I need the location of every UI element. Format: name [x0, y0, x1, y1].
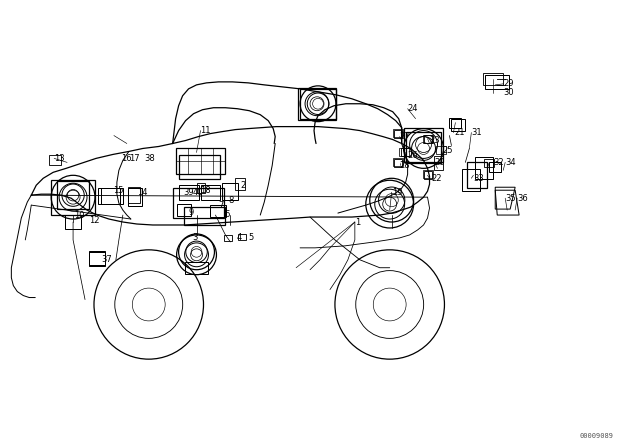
Bar [177, 204, 191, 216]
Bar [394, 129, 402, 138]
Bar [404, 128, 444, 162]
Bar [65, 215, 81, 229]
Text: 25: 25 [442, 146, 453, 155]
Text: 22: 22 [431, 174, 442, 183]
Text: 10: 10 [74, 211, 84, 220]
Text: 36: 36 [517, 194, 528, 202]
Bar [393, 129, 403, 137]
Bar [449, 118, 461, 128]
Text: 3: 3 [193, 233, 198, 242]
Text: 1: 1 [355, 218, 360, 227]
Text: 32: 32 [493, 158, 504, 167]
Bar [300, 89, 336, 119]
Bar [298, 88, 336, 120]
Bar [223, 183, 238, 200]
Bar [485, 75, 509, 89]
Bar [211, 205, 227, 217]
Bar [394, 159, 402, 168]
Bar [401, 148, 411, 156]
Bar [483, 73, 503, 85]
Bar [128, 187, 140, 203]
Bar [173, 188, 225, 218]
Text: 40: 40 [193, 188, 203, 197]
Bar [175, 148, 225, 174]
Text: 17: 17 [129, 154, 140, 163]
Text: 30: 30 [503, 88, 514, 97]
Text: 8: 8 [228, 196, 234, 205]
Text: 26: 26 [408, 151, 419, 160]
Text: 38: 38 [145, 154, 156, 163]
Bar [422, 134, 433, 142]
Bar [225, 235, 232, 241]
Bar [399, 148, 408, 156]
Bar [101, 188, 123, 204]
Text: 20: 20 [435, 158, 445, 167]
Bar [98, 188, 120, 204]
Text: 7: 7 [218, 201, 224, 210]
Bar [184, 207, 225, 225]
Bar [179, 185, 198, 200]
Bar [424, 134, 431, 142]
Bar [422, 170, 433, 178]
Text: 23: 23 [429, 136, 440, 145]
Text: 12: 12 [89, 215, 99, 224]
Bar [451, 119, 465, 130]
Bar [49, 155, 61, 165]
Text: 33: 33 [474, 174, 484, 183]
Text: 15: 15 [113, 186, 124, 195]
Bar [406, 132, 442, 164]
Bar [467, 162, 487, 188]
Bar [179, 155, 220, 179]
Text: 24: 24 [408, 104, 418, 113]
Bar [238, 234, 246, 240]
Text: 31: 31 [471, 128, 482, 137]
Bar [89, 252, 105, 266]
Text: 37: 37 [101, 255, 112, 264]
Text: 2: 2 [241, 181, 246, 190]
Text: 00009089: 00009089 [580, 433, 614, 439]
Text: 5: 5 [248, 233, 253, 242]
Text: 18: 18 [200, 186, 211, 195]
Text: 39: 39 [184, 188, 194, 197]
Text: 4: 4 [236, 233, 242, 242]
Text: 28: 28 [399, 161, 410, 170]
Bar [128, 188, 142, 206]
Bar [393, 159, 403, 166]
Bar [236, 178, 245, 190]
Text: 35: 35 [505, 194, 516, 202]
Bar [196, 183, 205, 193]
Bar [436, 146, 447, 155]
Text: 13: 13 [54, 154, 65, 163]
Bar [476, 157, 493, 179]
Text: 16: 16 [121, 154, 131, 163]
Text: 21: 21 [454, 128, 465, 137]
Bar [89, 251, 105, 265]
Bar [489, 162, 501, 172]
Text: 34: 34 [505, 158, 516, 167]
Text: 14: 14 [137, 188, 147, 197]
Bar [484, 159, 494, 168]
Text: 6: 6 [225, 210, 230, 219]
Bar [462, 169, 480, 191]
Text: 9: 9 [189, 207, 194, 216]
Bar [424, 171, 431, 179]
Bar [200, 185, 220, 200]
Bar [184, 262, 209, 274]
Bar [51, 180, 95, 215]
Text: 27: 27 [399, 132, 410, 141]
Text: 11: 11 [200, 126, 211, 135]
Bar [433, 156, 444, 170]
Bar [57, 181, 89, 209]
Text: 19: 19 [392, 188, 402, 197]
Text: 29: 29 [503, 79, 514, 88]
